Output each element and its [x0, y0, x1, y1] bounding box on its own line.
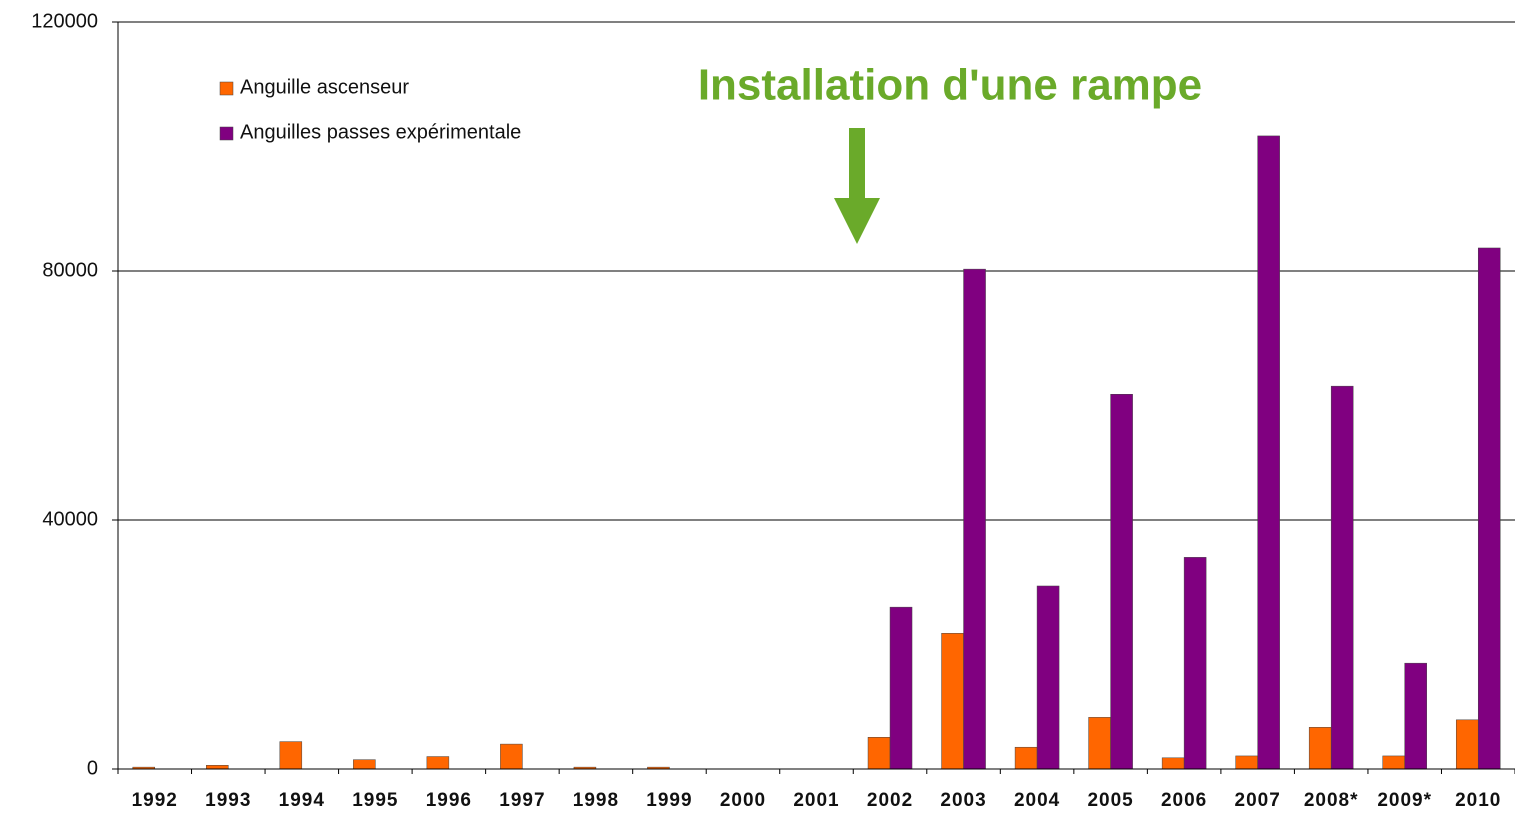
- bar: [206, 765, 229, 770]
- bar: [1455, 719, 1479, 770]
- bar: [1036, 585, 1060, 770]
- bar: [1382, 755, 1405, 770]
- y-tick-label: 0: [87, 757, 98, 779]
- bar: [1088, 717, 1111, 770]
- bar: [1014, 746, 1038, 770]
- bar: [867, 737, 891, 770]
- y-tick-label: 80000: [42, 259, 98, 281]
- bar: [1235, 755, 1258, 770]
- bar: [279, 741, 303, 770]
- legend-swatch: [219, 81, 234, 96]
- bar: [1110, 394, 1133, 770]
- x-tick-label: 1999: [646, 790, 692, 811]
- x-tick-label: 2004: [1014, 790, 1060, 811]
- legend-label: Anguilles passes expérimentale: [240, 121, 521, 143]
- annotation: Installation d'une rampe: [698, 61, 1202, 110]
- x-tick-label: 2003: [940, 790, 986, 811]
- bar: [941, 633, 964, 770]
- bar: [1330, 385, 1354, 770]
- x-tick-label: 2007: [1235, 790, 1281, 811]
- x-tick-label: 2010: [1455, 790, 1501, 811]
- bar: [500, 743, 523, 770]
- x-tick-label: 2002: [867, 790, 913, 811]
- x-tick-label: 2009*: [1377, 790, 1432, 811]
- bar: [1404, 662, 1427, 770]
- bar: [963, 268, 986, 770]
- bar: [1161, 757, 1185, 770]
- bar: [1477, 247, 1501, 770]
- x-tick-label: 1995: [352, 790, 398, 811]
- bar: [426, 756, 450, 770]
- y-tick-label: 40000: [42, 508, 98, 530]
- x-tick-label: 1994: [279, 790, 325, 811]
- legend-label: Anguille ascenseur: [240, 76, 409, 98]
- x-tick-label: 1998: [573, 790, 619, 811]
- bar: [1183, 557, 1207, 770]
- y-tick-label: 120000: [31, 10, 98, 32]
- legend-swatch: [219, 126, 234, 141]
- x-tick-label: 2006: [1161, 790, 1207, 811]
- x-tick-label: 1992: [132, 790, 178, 811]
- x-tick-label: 2005: [1087, 790, 1133, 811]
- annotation-arrow: [834, 128, 880, 244]
- x-tick-label: 1997: [499, 790, 545, 811]
- bar: [1257, 135, 1280, 770]
- x-tick-label: 1993: [205, 790, 251, 811]
- x-tick-label: 2000: [720, 790, 766, 811]
- x-tick-label: 2008*: [1304, 790, 1359, 811]
- bar: [889, 606, 913, 770]
- bar: [1308, 727, 1332, 770]
- x-tick-label: 2001: [793, 790, 839, 811]
- bar: [353, 759, 376, 770]
- x-tick-label: 1996: [426, 790, 472, 811]
